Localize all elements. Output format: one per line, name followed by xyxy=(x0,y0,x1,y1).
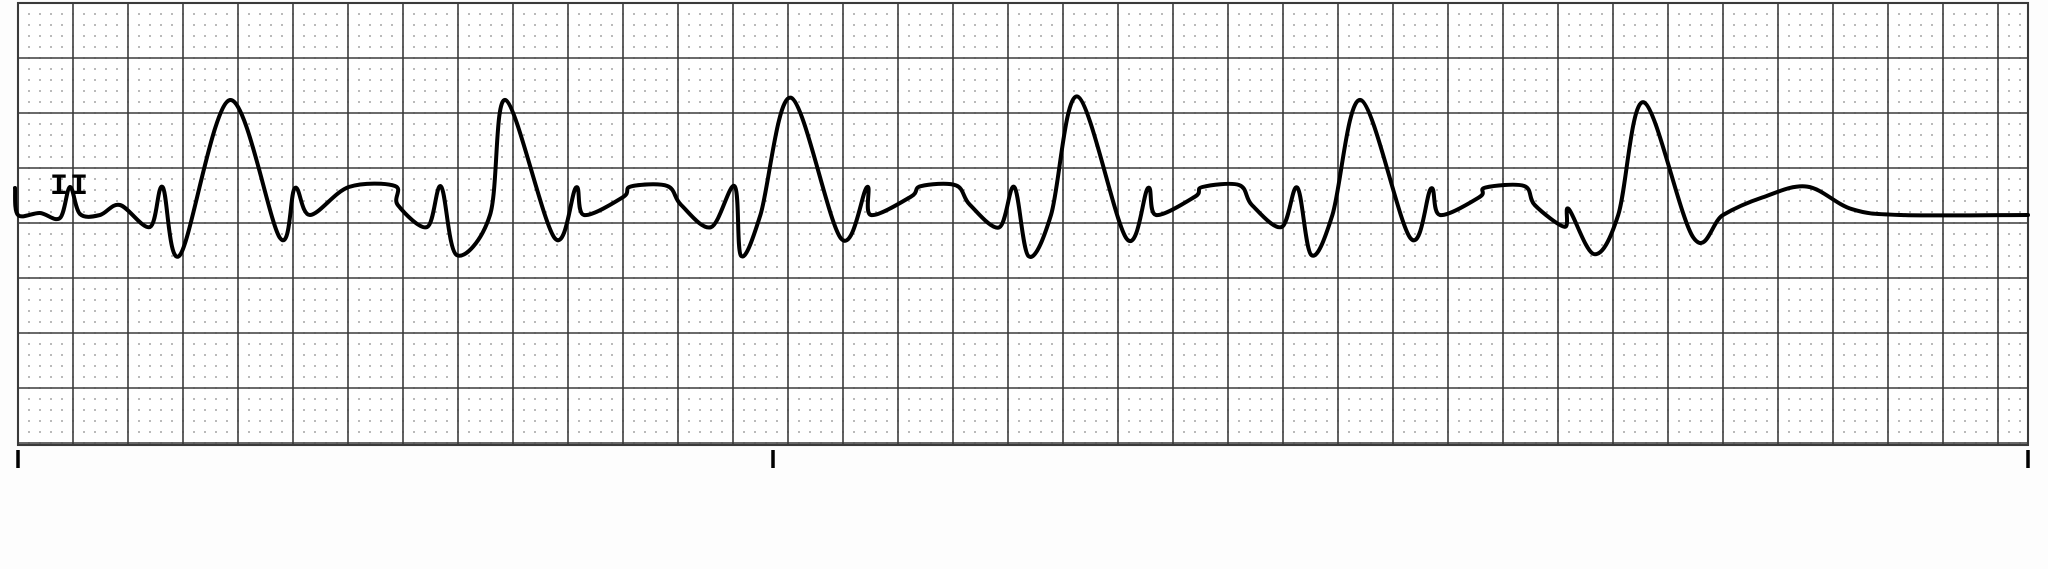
ecg-strip: II xyxy=(0,0,2048,569)
lead-label: II xyxy=(50,170,90,204)
ecg-plot xyxy=(0,0,2048,569)
